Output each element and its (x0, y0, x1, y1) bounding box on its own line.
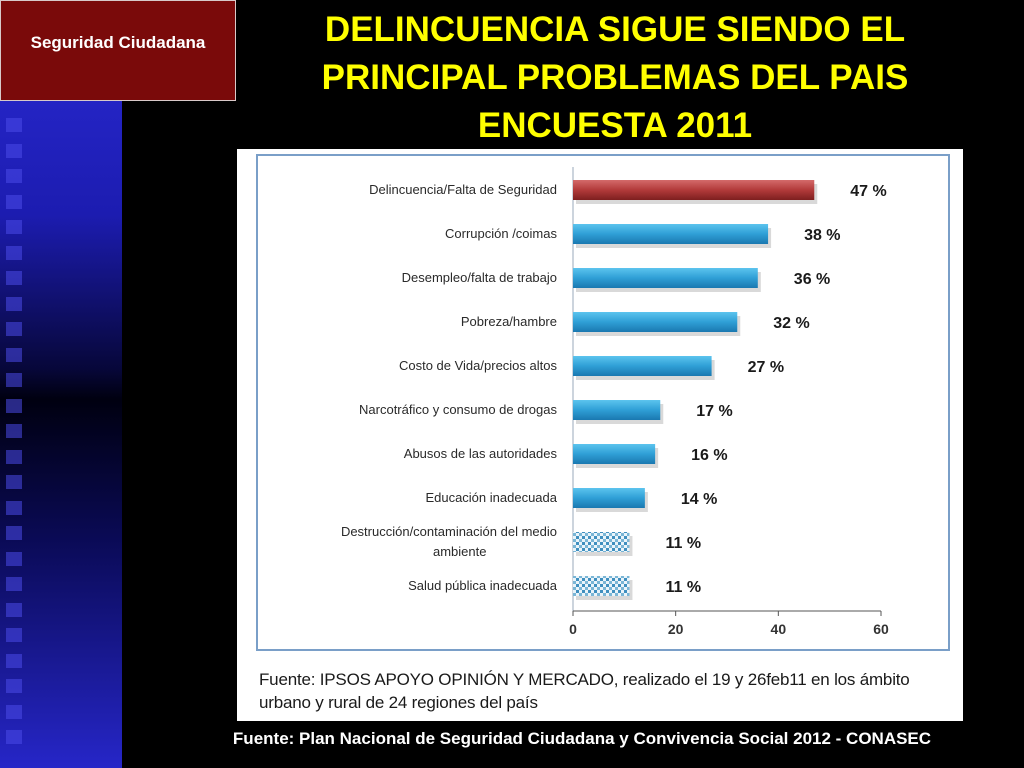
category-label: Delincuencia/Falta de Seguridad (369, 182, 557, 197)
decorative-square (6, 220, 22, 234)
decorative-square (6, 245, 22, 260)
decorative-square (6, 475, 22, 489)
decorative-square (6, 500, 22, 515)
x-tick-label: 40 (771, 621, 787, 637)
data-label: 14 % (681, 491, 717, 508)
section-tag-label: Seguridad Ciudadana (30, 33, 206, 52)
category-label: Destrucción/contaminación del medio (341, 524, 557, 539)
decorative-square (6, 118, 22, 132)
data-label: 16 % (691, 447, 727, 464)
bar (573, 268, 758, 288)
decorative-square (6, 194, 22, 209)
bar (573, 444, 656, 464)
bar (573, 224, 769, 244)
category-label: Educación inadecuada (425, 490, 557, 505)
data-label: 27 % (748, 359, 784, 376)
decorative-square (6, 704, 22, 719)
chart-figure: 0 20 40 60 Delincuencia/Falta de Seguridad 47… (237, 149, 963, 721)
slide-title: DELINCUENCIA SIGUE SIENDO EL PRINCIPAL P… (321, 10, 909, 145)
decorative-square (6, 449, 22, 464)
decorative-square (6, 347, 22, 362)
bar (573, 180, 815, 200)
decorative-square (6, 602, 22, 617)
decorative-square (6, 628, 22, 642)
x-tick-label: 60 (873, 621, 889, 637)
bar (573, 312, 738, 332)
bar (573, 576, 630, 596)
decorative-square (6, 653, 22, 668)
section-tag: Seguridad Ciudadana (0, 0, 236, 101)
footer-source: Fuente: Plan Nacional de Seguridad Ciuda… (232, 729, 932, 748)
data-label: 17 % (696, 403, 732, 420)
decorative-square (6, 577, 22, 591)
category-label: Narcotráfico y consumo de drogas (359, 402, 557, 417)
data-label: 47 % (850, 183, 886, 200)
bar-chart: 0 20 40 60 Delincuencia/Falta de Seguridad 47… (341, 167, 889, 637)
bar (573, 356, 712, 376)
category-label: Abusos de las autoridades (404, 446, 558, 461)
decorative-square (6, 271, 22, 285)
bar (573, 488, 645, 508)
left-decorative-strip (0, 0, 122, 768)
category-label: Pobreza/hambre (461, 314, 557, 329)
decorative-square (6, 296, 22, 311)
data-label: 36 % (794, 271, 830, 288)
data-label: 11 % (665, 535, 701, 552)
decorative-squares (6, 118, 26, 768)
decorative-square (6, 373, 22, 387)
bar (573, 400, 661, 420)
decorative-square (6, 679, 22, 693)
x-tick-label: 0 (569, 621, 577, 637)
decorative-square (6, 526, 22, 540)
chart-source-note: Fuente: IPSOS APOYO OPINIÓN Y MERCADO, r… (259, 670, 910, 712)
decorative-square (6, 398, 22, 413)
data-label: 32 % (773, 315, 809, 332)
category-label: Salud pública inadecuada (408, 578, 558, 593)
decorative-square (6, 551, 22, 566)
category-label: Costo de Vida/precios altos (399, 358, 558, 373)
decorative-square (6, 730, 22, 744)
category-label: ambiente (433, 544, 486, 559)
decorative-square (6, 169, 22, 183)
decorative-square (6, 424, 22, 438)
data-label: 11 % (665, 579, 701, 596)
decorative-square (6, 143, 22, 158)
category-label: Desempleo/falta de trabajo (402, 270, 557, 285)
data-label: 38 % (804, 227, 840, 244)
x-tick-label: 20 (668, 621, 684, 637)
bar (573, 532, 630, 552)
decorative-square (6, 322, 22, 336)
category-label: Corrupción /coimas (445, 226, 557, 241)
chart-border (256, 154, 950, 651)
